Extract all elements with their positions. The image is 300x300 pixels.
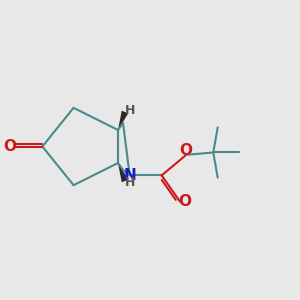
Text: H: H xyxy=(125,103,135,116)
Text: H: H xyxy=(125,176,135,190)
Text: O: O xyxy=(178,194,191,209)
Polygon shape xyxy=(118,111,128,130)
Text: O: O xyxy=(4,139,17,154)
Polygon shape xyxy=(118,163,128,182)
Text: N: N xyxy=(123,168,136,183)
Text: O: O xyxy=(180,143,193,158)
